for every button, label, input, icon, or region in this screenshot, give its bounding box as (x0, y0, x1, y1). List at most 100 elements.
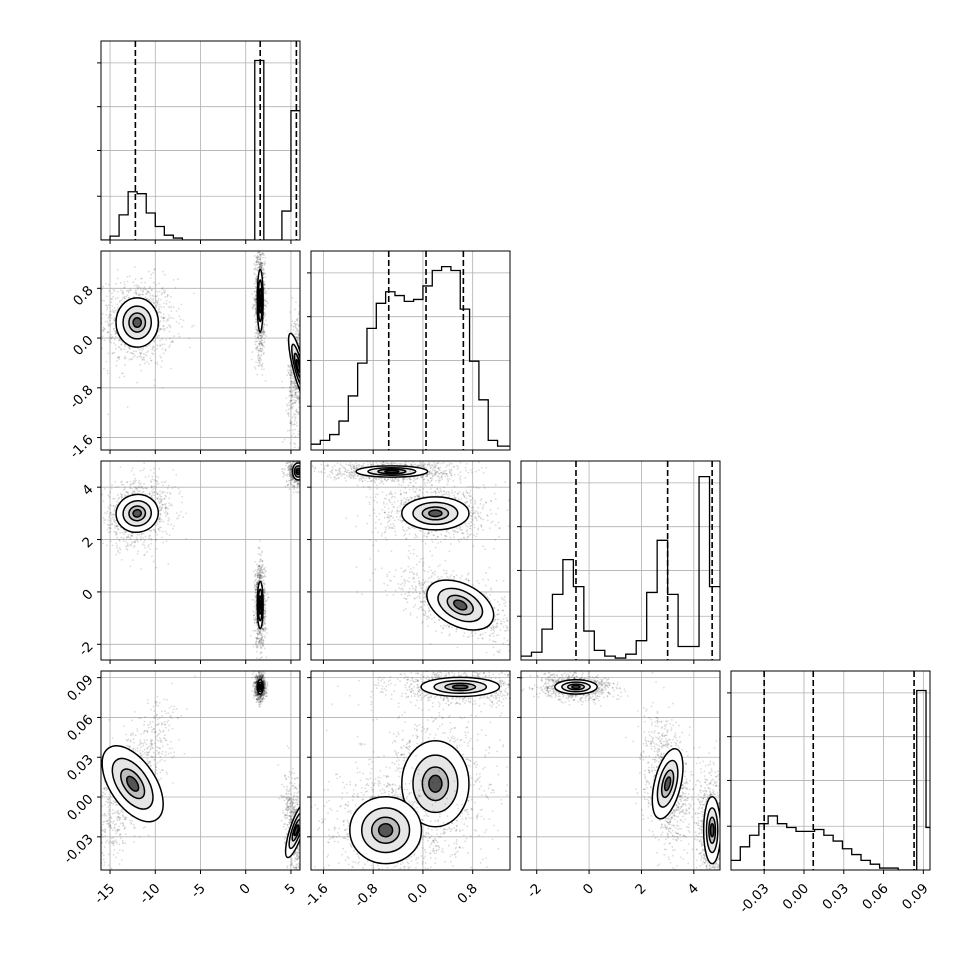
scatter-point (158, 345, 161, 347)
scatter-point (256, 637, 259, 640)
scatter-point (261, 641, 264, 644)
scatter-point (301, 471, 303, 473)
scatter-point (303, 307, 305, 309)
scatter-point (264, 609, 267, 612)
scatter-point (102, 328, 104, 331)
scatter-point (119, 532, 122, 534)
scatter-point (122, 483, 125, 486)
histogram-step (101, 59, 300, 240)
scatter-point (296, 396, 299, 399)
scatter-point (303, 473, 305, 475)
scatter-point (259, 258, 262, 261)
scatter-point (306, 465, 308, 467)
scatter-point (288, 488, 291, 490)
scatter-point (302, 387, 304, 389)
scatter-point (109, 540, 112, 543)
scatter-point (294, 416, 297, 419)
density-contour (258, 599, 262, 611)
scatter-point (160, 305, 163, 308)
scatter-point (131, 467, 134, 470)
scatter-point (140, 486, 143, 489)
scatter-point (258, 266, 261, 268)
scatter-point (304, 336, 306, 338)
scatter-point (138, 294, 141, 296)
scatter-point (153, 491, 156, 494)
scatter-point (305, 474, 307, 476)
scatter-point (178, 335, 181, 338)
scatter-point (301, 480, 303, 482)
scatter-point (264, 602, 266, 605)
scatter-point (113, 319, 116, 321)
scatter-point (257, 630, 260, 633)
scatter-point (172, 279, 175, 281)
scatter-point (171, 527, 174, 530)
scatter-point (281, 386, 284, 389)
scatter-point (303, 461, 305, 463)
scatter-point (158, 506, 161, 509)
scatter-point (262, 262, 265, 265)
scatter-point (302, 460, 304, 462)
scatter-point (297, 311, 300, 313)
scatter-point (261, 636, 263, 639)
scatter-point (91, 561, 93, 563)
scatter-point (134, 486, 137, 489)
scatter-point (308, 332, 310, 334)
scatter-point (290, 383, 293, 386)
scatter-point (255, 275, 258, 278)
scatter-point (170, 296, 172, 298)
scatter-point (131, 532, 134, 535)
scatter-point (159, 312, 162, 314)
scatter-point (111, 484, 113, 486)
scatter-point (305, 374, 307, 376)
scatter-point (261, 347, 264, 350)
scatter-point (152, 281, 155, 284)
scatter-point (293, 383, 296, 386)
scatter-point (265, 292, 268, 295)
scatter-point (260, 266, 263, 269)
scatter-point (263, 263, 266, 265)
scatter-point (255, 277, 258, 280)
scatter-point (296, 394, 299, 397)
scatter-point (180, 501, 183, 504)
scatter-point (290, 403, 293, 406)
scatter-point (296, 336, 298, 339)
scatter-point (116, 524, 119, 527)
scatter-point (170, 523, 173, 526)
scatter-point (306, 451, 308, 453)
scatter-point (151, 289, 154, 291)
scatter-point (114, 531, 117, 534)
scatter-point (148, 363, 151, 365)
scatter-point (255, 268, 258, 271)
scatter-point (149, 294, 152, 297)
scatter-point (171, 340, 174, 343)
scatter-point (152, 297, 155, 300)
scatter-point (159, 355, 162, 357)
scatter-point (297, 459, 299, 461)
scatter-point (135, 292, 138, 295)
scatter-point (105, 308, 108, 311)
scatter-point (151, 490, 153, 493)
scatter-point (258, 640, 261, 643)
scatter-point (143, 288, 146, 291)
scatter-point (300, 469, 302, 471)
scatter-point (257, 579, 260, 582)
scatter-point (133, 490, 136, 493)
scatter-point (260, 554, 262, 557)
scatter-point (261, 226, 263, 228)
scatter-point (292, 432, 295, 435)
scatter-point (304, 478, 306, 480)
scatter-point (257, 336, 259, 339)
scatter-point (148, 529, 151, 532)
scatter-point (302, 395, 304, 397)
scatter-point (304, 386, 306, 388)
scatter-point (305, 354, 307, 356)
scatter-point (301, 337, 303, 339)
scatter-point (134, 487, 137, 490)
y-tick-label: 4 (79, 482, 96, 499)
scatter-point (255, 276, 258, 278)
scatter-point (263, 627, 266, 630)
scatter-point (192, 292, 195, 295)
scatter-point (294, 333, 297, 336)
scatter-point (288, 404, 291, 407)
scatter-point (157, 476, 160, 479)
